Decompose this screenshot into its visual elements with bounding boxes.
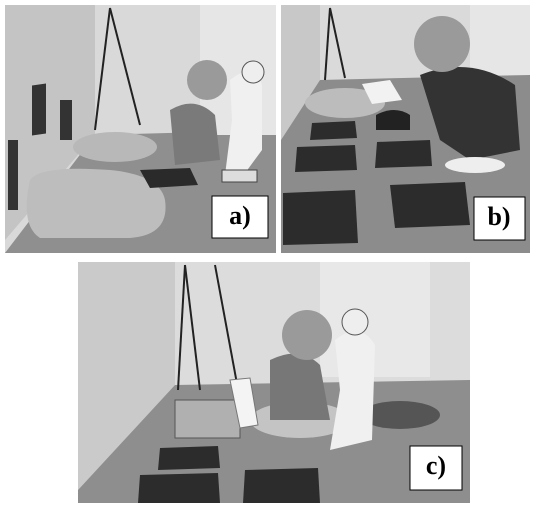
label-box xyxy=(409,445,463,491)
photo-b xyxy=(281,5,530,253)
photo-a xyxy=(5,5,276,253)
panel-label: b) xyxy=(487,202,510,231)
label-box xyxy=(473,196,526,241)
label-box xyxy=(211,195,269,239)
panel-label: a) xyxy=(229,201,251,230)
panel-label: c) xyxy=(426,451,446,480)
photo-c xyxy=(78,262,470,503)
